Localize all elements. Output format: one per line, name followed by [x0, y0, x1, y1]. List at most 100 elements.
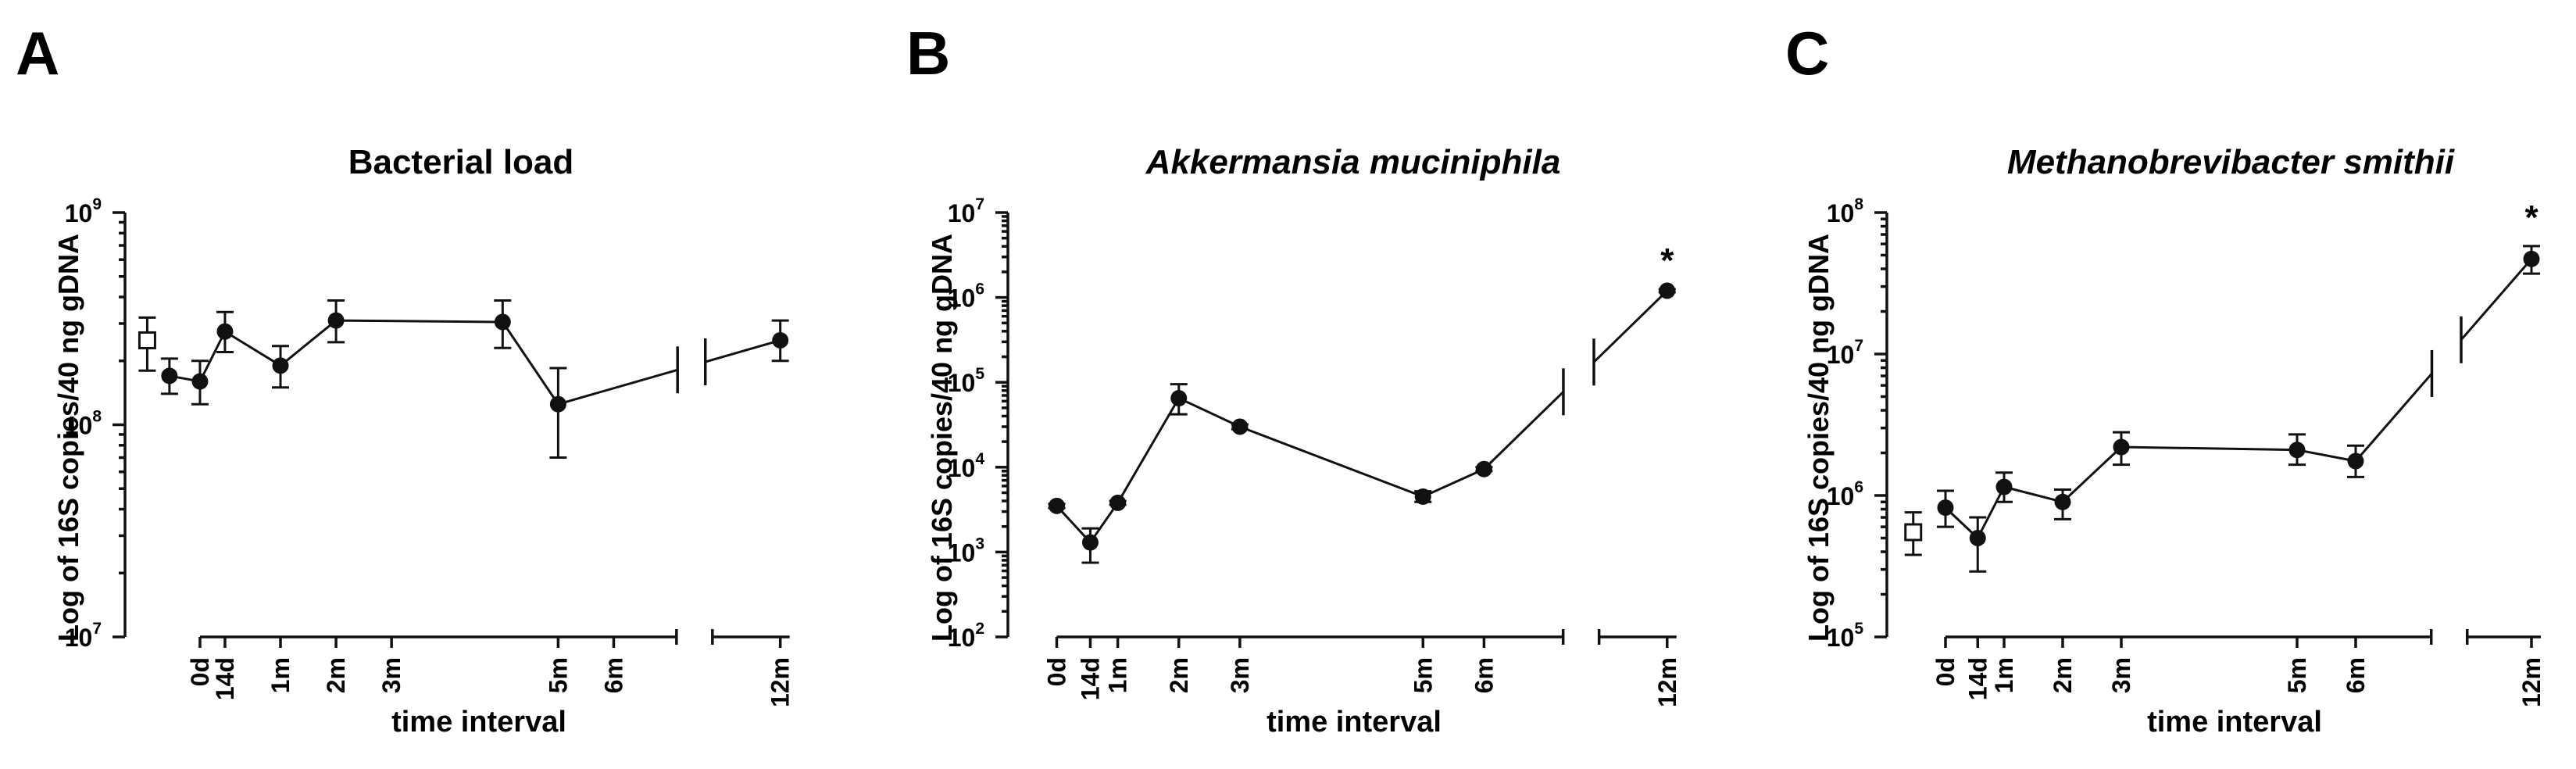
panel-c-y-axis-label: Log of 16S copies/40 ng gDNA [1802, 234, 1835, 642]
panel-c-data-point [2288, 442, 2306, 459]
panel-b-y-tick-label: 104 [948, 450, 985, 482]
panel-a-series-line-segment [705, 339, 781, 363]
panel-b-x-tick-label: 3m [1226, 657, 1254, 693]
panel-c-series-line-segment [2460, 258, 2533, 341]
panel-b-data-point [1109, 494, 1127, 511]
panel-c-significance-marker: * [2524, 199, 2538, 237]
panel-b-title: Akkermansia muciniphila [1145, 143, 1561, 181]
panel-a-data-point [327, 312, 345, 329]
panel-a-series-line-segment [336, 319, 503, 324]
panel-a-series-line-segment [198, 331, 227, 382]
panel-c-x-tick-label: 2m [2049, 657, 2077, 693]
panel-a-y-tick-label: 107 [65, 620, 102, 652]
panel-b-data-point [1414, 488, 1431, 505]
panel-c-y-tick-label: 108 [1827, 195, 1864, 227]
panel-c-title: Methanobrevibacter smithii [2007, 143, 2455, 181]
panel-c-x-tick-label: 14d [1963, 657, 1992, 700]
panel-b-data-point [1081, 534, 1099, 551]
panel-a-x-tick-label: 3m [377, 657, 406, 693]
panel-b-x-tick-label: 6m [1470, 657, 1498, 693]
panel-a-y-axis-label: Log of 16S copies/40 ng gDNA [52, 234, 84, 642]
panel-c-series-line-segment [2354, 372, 2433, 462]
panel-a-x-tick-label: 5m [544, 657, 572, 693]
panel-c-series-line-segment [2120, 445, 2298, 452]
panel-b-x-axis-label: time interval [1267, 706, 1442, 739]
panel-b-x-tick-label: 12m [1653, 657, 1681, 707]
panel-c-series-line-segment [1976, 486, 2006, 539]
panel-b-data-point [1231, 418, 1249, 435]
panel-b-series-line-segment [1483, 391, 1564, 470]
panel-c-y-tick-label: 105 [1827, 620, 1864, 652]
panel-c-x-tick-label: 6m [2342, 657, 2370, 693]
panel-letter-b: B [906, 19, 950, 88]
panel-b-data-point [1475, 460, 1492, 477]
panel-c-x-axis-label: time interval [2147, 706, 2322, 739]
panel-a-data-point [161, 367, 178, 384]
panel-a: A Bacterial load Log of 16S copies/40 ng… [16, 19, 795, 739]
panel-letter-a: A [16, 19, 59, 88]
panel-a-series-line-segment [224, 330, 281, 367]
panel-c-data-point [2523, 250, 2540, 267]
panel-b-series-line-segment [1592, 289, 1668, 363]
panel-b-y-tick-label: 107 [948, 195, 984, 227]
panel-a-x-tick-label: 6m [599, 657, 627, 693]
panel-c-data-point [2054, 493, 2071, 510]
panel-a-data-point [772, 331, 789, 349]
panel-b-x-tick-label: 0d [1043, 657, 1071, 686]
panel-c-data-point [1937, 499, 1954, 517]
panel-a-series-line-segment [280, 319, 338, 367]
panel-a-x-tick-label: 12m [766, 657, 795, 707]
panel-a-data-point [494, 313, 511, 331]
panel-a-title: Bacterial load [348, 143, 574, 181]
panel-a-reference-point [138, 331, 156, 349]
panel-b-y-tick-label: 106 [948, 281, 984, 313]
panel-b-x-tick-label: 1m [1104, 657, 1132, 693]
panel-b-series-line-segment [1422, 467, 1485, 498]
panel-b-series-line-segment [1117, 397, 1181, 504]
panel-b-data-point [1659, 282, 1676, 299]
panel-c-y-tick-label: 106 [1827, 478, 1863, 510]
panel-a-series-line-segment [557, 368, 678, 406]
panel-b-y-axis-label: Log of 16S copies/40 ng gDNA [926, 234, 958, 642]
panel-a-data-point [272, 357, 289, 374]
panel-c-x-tick-label: 1m [1990, 657, 2018, 693]
panel-a-data-point [216, 323, 234, 340]
panel-a-data-point [191, 373, 209, 390]
panel-b-data-point [1049, 497, 1065, 514]
panel-b-x-tick-label: 2m [1165, 657, 1193, 693]
panel-a-series-line-segment [502, 321, 559, 406]
panel-c-data-point [1995, 478, 2013, 495]
panel-a-x-tick-label: 14d [211, 657, 239, 700]
panel-b-y-tick-label: 102 [948, 620, 984, 652]
panel-c-data-point [1969, 529, 1986, 546]
panel-c-reference-point [1904, 523, 1923, 542]
panel-a-y-tick-label: 108 [65, 408, 102, 440]
panel-b: B Akkermansia muciniphila Log of 16S cop… [906, 19, 1681, 739]
panel-c: C Methanobrevibacter smithii Log of 16S … [1785, 19, 2546, 739]
panel-b-series-line-segment [1239, 425, 1424, 498]
panel-b-significance-marker: * [1660, 241, 1674, 280]
panel-c-y-tick-label: 107 [1827, 337, 1863, 369]
panel-letter-c: C [1785, 19, 1829, 88]
panel-a-error-bar [549, 367, 567, 460]
panel-c-series-line-segment [2296, 449, 2356, 463]
panel-c-data-point [2113, 438, 2130, 456]
panel-b-x-tick-label: 5m [1409, 657, 1437, 693]
panel-c-data-point [2347, 452, 2364, 470]
panel-a-x-tick-label: 1m [266, 657, 295, 693]
panel-b-y-tick-label: 103 [948, 535, 984, 567]
panel-b-data-point [1170, 390, 1188, 407]
panel-c-series-line-segment [2003, 485, 2063, 503]
panel-c-x-tick-label: 12m [2517, 657, 2546, 707]
panel-c-x-tick-label: 3m [2107, 657, 2135, 693]
panel-a-x-tick-label: 0d [186, 657, 214, 686]
panel-b-series-line-segment [1056, 505, 1091, 544]
panel-c-series-line-segment [2061, 445, 2123, 503]
panel-b-x-tick-label: 14d [1076, 657, 1104, 700]
panel-b-y-tick-label: 105 [948, 365, 985, 397]
panel-a-x-axis-label: time interval [391, 706, 566, 739]
panel-b-series-line-segment [1178, 397, 1241, 428]
panel-c-x-tick-label: 5m [2283, 657, 2311, 693]
